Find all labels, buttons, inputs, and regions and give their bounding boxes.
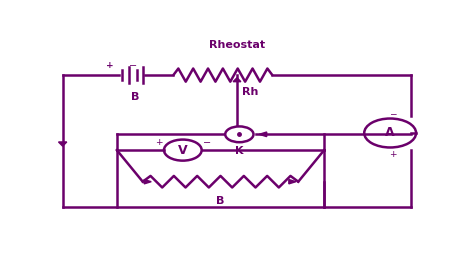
Polygon shape bbox=[233, 78, 241, 82]
Text: −: − bbox=[129, 61, 137, 71]
Text: −: − bbox=[389, 109, 396, 118]
Circle shape bbox=[225, 126, 254, 142]
Text: B: B bbox=[216, 196, 225, 206]
Text: +: + bbox=[389, 149, 396, 159]
Text: V: V bbox=[178, 144, 188, 157]
Polygon shape bbox=[58, 142, 67, 146]
Polygon shape bbox=[144, 180, 151, 184]
Text: −: − bbox=[203, 138, 211, 148]
Text: +: + bbox=[106, 61, 114, 70]
Text: B: B bbox=[131, 93, 140, 102]
Polygon shape bbox=[259, 132, 267, 137]
Text: Rh: Rh bbox=[242, 87, 258, 97]
Text: K: K bbox=[235, 146, 244, 156]
Text: A: A bbox=[385, 127, 395, 139]
Text: Rheostat: Rheostat bbox=[209, 40, 265, 50]
Text: +: + bbox=[155, 138, 163, 147]
Polygon shape bbox=[289, 180, 296, 184]
